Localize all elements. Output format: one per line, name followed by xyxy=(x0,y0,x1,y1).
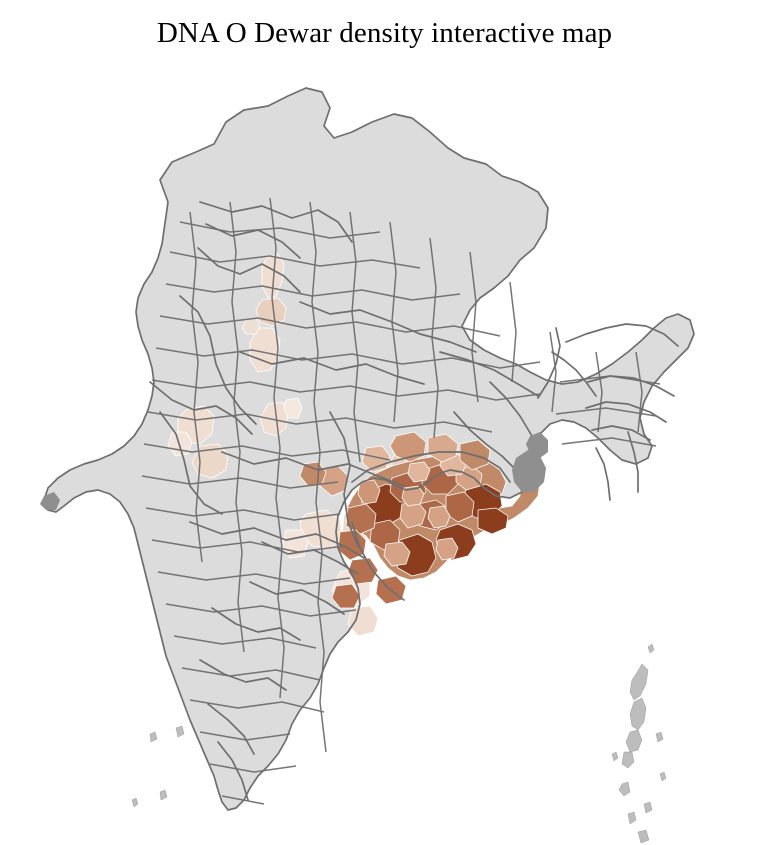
sundarbans-patch xyxy=(526,432,548,458)
andaman-island xyxy=(629,697,647,731)
district-shaded-med xyxy=(401,485,425,507)
nicobar-island xyxy=(627,811,637,825)
shaded-districts-hotspot[interactable] xyxy=(299,431,541,609)
district-shaded-med xyxy=(435,537,459,561)
nicobar-island xyxy=(637,829,650,844)
district-border-mesh xyxy=(141,197,661,805)
sundarbans-patch xyxy=(512,450,546,492)
district-shaded xyxy=(167,431,193,457)
nicobar-island xyxy=(659,771,667,782)
district-shaded-high xyxy=(347,557,379,585)
district-shaded-med xyxy=(407,461,431,483)
district-shaded-high xyxy=(331,583,361,609)
coastline xyxy=(43,87,695,811)
state-boundaries xyxy=(149,201,679,801)
lakshadweep-island xyxy=(175,725,185,738)
delta-region[interactable] xyxy=(40,432,548,510)
andaman-island xyxy=(611,751,619,762)
andaman-island xyxy=(647,643,655,654)
page-title: DNA O Dewar density interactive map xyxy=(156,17,613,49)
andaman-island xyxy=(621,751,635,769)
district-shaded-med xyxy=(389,431,427,463)
district-shaded-max xyxy=(477,507,509,535)
lakshadweep-island xyxy=(149,731,158,743)
lakshadweep-island xyxy=(159,789,168,801)
district-shaded-med xyxy=(383,541,411,567)
island-territories[interactable] xyxy=(131,643,667,844)
district-shaded-med xyxy=(357,479,381,505)
district-shaded-med xyxy=(361,445,391,473)
district-shaded xyxy=(283,397,303,419)
district-shaded xyxy=(347,605,379,637)
kutch-patch xyxy=(40,492,60,510)
andaman-island xyxy=(655,731,664,743)
map-svg[interactable] xyxy=(0,52,769,845)
india-choropleth-map[interactable] xyxy=(0,52,769,845)
lakshadweep-island xyxy=(131,797,139,808)
nicobar-island xyxy=(618,781,631,797)
nicobar-island xyxy=(643,801,653,814)
district-shaded xyxy=(191,443,229,479)
andaman-island xyxy=(625,729,643,753)
andaman-island xyxy=(629,663,649,701)
district-shaded-med xyxy=(427,505,451,529)
district-shaded xyxy=(249,327,281,373)
